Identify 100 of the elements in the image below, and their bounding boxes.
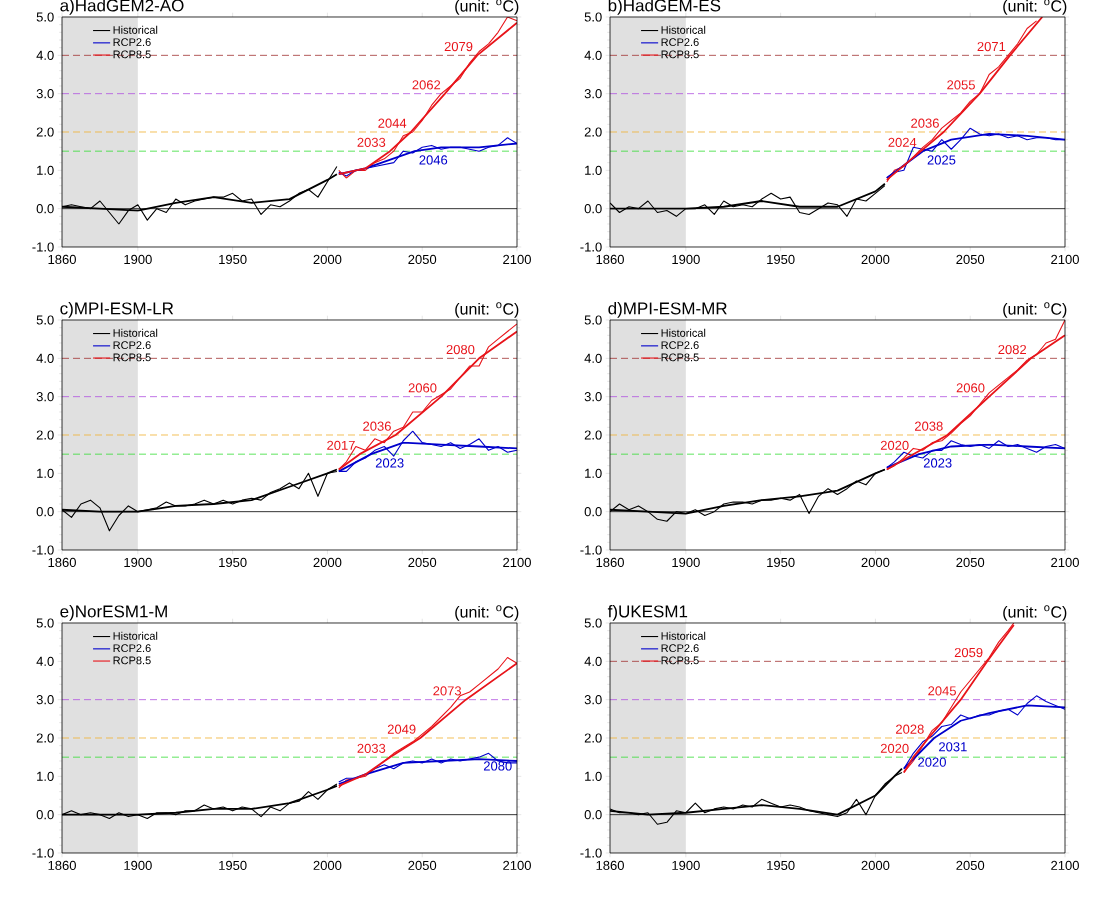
annotation: 2025 — [927, 155, 956, 165]
annotation: 2038 — [915, 421, 943, 431]
annotation: 2028 — [896, 724, 924, 734]
annotation: 2020 — [918, 757, 946, 767]
x-tick-label: 2050 — [956, 557, 985, 567]
y-tick-label: 2.0 — [584, 430, 602, 440]
y-tick-label: 1.0 — [585, 771, 602, 781]
y-tick-label: 4.0 — [36, 50, 54, 60]
y-tick-label: -1.0 — [580, 545, 602, 555]
x-tick-label: 1860 — [596, 557, 624, 567]
x-tick-label: 2050 — [956, 860, 985, 870]
annotation: 2017 — [327, 440, 355, 450]
chart-title: e)NorESM1-M — [60, 604, 167, 621]
y-tick-label: 2.0 — [36, 127, 54, 137]
annotation: 2031 — [939, 742, 967, 752]
legend-label: RCP2.6 — [661, 38, 699, 47]
x-tick-label: 1950 — [767, 254, 795, 264]
x-tick-label: 1900 — [124, 860, 152, 870]
x-tick-label: 1860 — [48, 254, 76, 264]
y-tick-label: 3.0 — [36, 695, 54, 705]
x-tick-label: 2000 — [861, 557, 890, 567]
annotation: 2079 — [444, 41, 473, 52]
x-tick-label: 1900 — [672, 860, 700, 870]
y-tick-label: 0.0 — [584, 204, 602, 214]
y-tick-label: -1.0 — [32, 242, 54, 252]
x-tick-label: 1950 — [767, 860, 795, 870]
x-tick-label: 1900 — [672, 557, 700, 567]
y-tick-label: 5.0 — [584, 315, 602, 325]
y-tick-label: 3.0 — [36, 392, 54, 402]
annotation: 2033 — [357, 743, 386, 753]
annotation: 2059 — [954, 647, 983, 658]
legend-label: RCP8.5 — [113, 50, 151, 59]
y-tick-label: 3.0 — [584, 392, 602, 402]
annotation: 2036 — [911, 118, 939, 128]
x-tick-label: 2000 — [313, 254, 342, 264]
legend-label: RCP2.6 — [113, 38, 151, 47]
y-tick-label: 4.0 — [36, 353, 54, 363]
annotation: 2046 — [419, 155, 448, 165]
chart-title: c)MPI-ESM-LR — [60, 301, 174, 318]
legend-label: Historical — [113, 328, 158, 337]
annotation: 2020 — [880, 743, 909, 753]
annotation: 2080 — [446, 344, 475, 355]
chart-subtitle: (unit: $^{o}$C) — [455, 0, 519, 15]
legend-label: RCP8.5 — [661, 353, 699, 362]
y-tick-label: 0.0 — [584, 810, 602, 820]
chart-subtitle: (unit: $^{o}$C) — [455, 302, 519, 318]
annotation: 2080 — [483, 761, 512, 771]
annotation: 2049 — [387, 724, 416, 734]
x-tick-label: 2050 — [408, 557, 437, 567]
y-tick-label: 5.0 — [36, 315, 54, 325]
legend-label: Historical — [113, 25, 158, 34]
y-tick-label: 3.0 — [584, 89, 602, 99]
y-tick-label: 5.0 — [584, 12, 602, 22]
x-tick-label: 1950 — [219, 254, 247, 264]
x-tick-label: 2050 — [408, 860, 437, 870]
x-tick-label: 1860 — [596, 254, 624, 264]
y-tick-label: 5.0 — [36, 618, 54, 628]
x-tick-label: 2000 — [313, 557, 342, 567]
x-tick-label: 1860 — [596, 860, 624, 870]
y-tick-label: 2.0 — [584, 127, 602, 137]
y-tick-label: 0.0 — [36, 204, 54, 214]
annotation: 2060 — [956, 383, 985, 393]
x-tick-label: 1900 — [124, 254, 152, 264]
y-tick-label: 1.0 — [37, 165, 54, 175]
y-tick-label: 1.0 — [585, 165, 602, 175]
annotation: 2055 — [947, 80, 975, 90]
y-tick-label: 1.0 — [37, 468, 54, 478]
chart-title: d)MPI-ESM-MR — [608, 301, 727, 318]
annotation: 2060 — [408, 383, 437, 393]
x-tick-label: 2000 — [861, 860, 890, 870]
y-tick-label: 0.0 — [36, 810, 54, 820]
legend-label: Historical — [661, 328, 706, 337]
legend-label: RCP8.5 — [113, 656, 151, 665]
x-tick-label: 1950 — [767, 557, 795, 567]
y-tick-label: 5.0 — [36, 12, 54, 22]
chart-subtitle: (unit: $^{o}$C) — [455, 605, 519, 621]
legend-label: RCP2.6 — [661, 644, 699, 653]
annotation: 2033 — [357, 137, 386, 147]
y-tick-label: 2.0 — [36, 733, 54, 743]
annotation: 2023 — [923, 458, 952, 468]
legend-label: RCP8.5 — [113, 353, 151, 362]
x-tick-label: 2100 — [503, 254, 531, 264]
x-tick-label: 2100 — [1051, 254, 1079, 264]
x-tick-label: 2000 — [861, 254, 890, 264]
y-tick-label: 0.0 — [584, 507, 602, 517]
chart-subtitle: (unit: $^{o}$C) — [1003, 605, 1067, 621]
legend-label: RCP2.6 — [113, 341, 151, 350]
y-tick-label: 3.0 — [584, 695, 602, 705]
annotation: 2071 — [977, 41, 1006, 52]
y-tick-label: 1.0 — [585, 468, 602, 478]
annotation: 2036 — [363, 421, 391, 431]
legend-label: Historical — [113, 631, 158, 640]
chart-subtitle: (unit: $^{o}$C) — [1003, 0, 1067, 15]
annotation: 2082 — [998, 344, 1027, 355]
x-tick-label: 1950 — [219, 860, 247, 870]
annotation: 2044 — [378, 118, 407, 128]
annotation: 2045 — [928, 686, 956, 696]
x-tick-label: 2100 — [503, 860, 531, 870]
y-tick-label: 5.0 — [584, 618, 602, 628]
chart-title: f)UKESM1 — [607, 604, 688, 621]
